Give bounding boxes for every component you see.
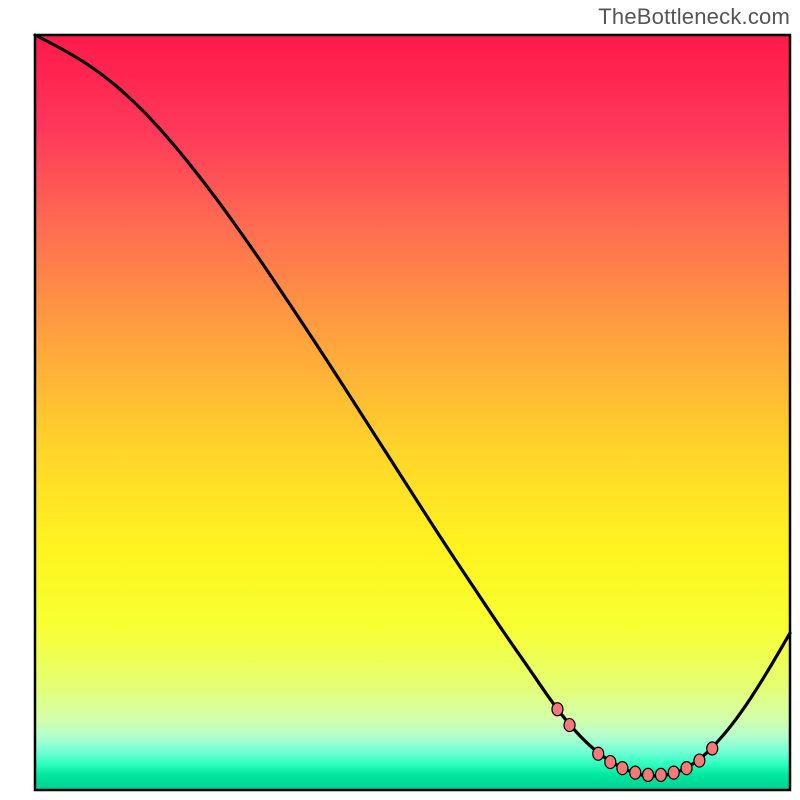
watermark-text: TheBottleneck.com [598, 4, 790, 30]
marker-dot [605, 756, 616, 769]
marker-dot [593, 747, 604, 760]
marker-dot [681, 762, 692, 775]
gradient-background [35, 35, 790, 790]
marker-dot [668, 766, 679, 779]
marker-dot [564, 719, 575, 732]
marker-dot [643, 768, 654, 781]
marker-dot [630, 766, 641, 779]
marker-dot [694, 754, 705, 767]
chart-canvas [0, 0, 800, 800]
marker-dot [707, 742, 718, 755]
marker-dot [617, 762, 628, 775]
bottleneck-chart: TheBottleneck.com [0, 0, 800, 800]
marker-dot [655, 768, 666, 781]
marker-dot [552, 703, 563, 716]
